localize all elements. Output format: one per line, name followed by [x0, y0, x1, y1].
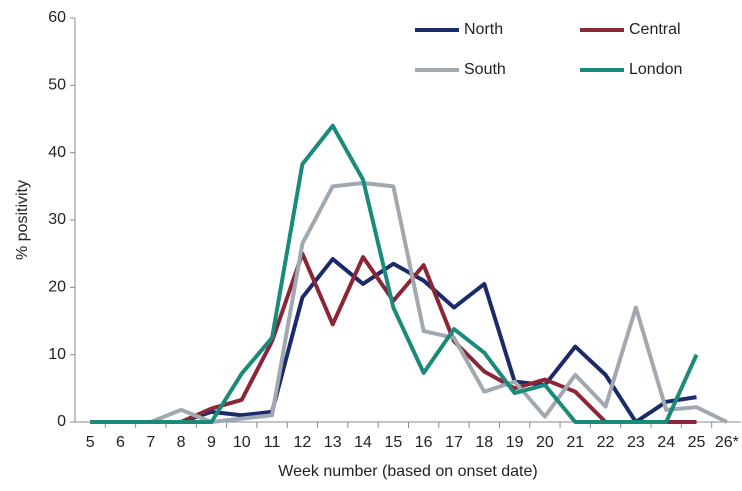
x-axis-label: Week number (based on onset date) — [278, 463, 537, 480]
x-tick-label: 18 — [475, 434, 493, 451]
x-tick-label: 9 — [207, 434, 216, 451]
x-tick-label: 20 — [536, 434, 554, 451]
y-tick-label: 50 — [48, 77, 66, 94]
legend-label: South — [464, 61, 506, 78]
y-tick-label: 40 — [48, 144, 66, 161]
x-tick-label: 16 — [415, 434, 433, 451]
series-line — [90, 123, 699, 424]
y-tick-label: 30 — [48, 211, 66, 228]
x-tick-label: 14 — [354, 434, 372, 451]
x-tick-label: 11 — [264, 434, 281, 451]
series-line — [90, 180, 728, 424]
x-tick-label: 25 — [688, 434, 706, 451]
y-tick-label: 0 — [57, 413, 66, 430]
legend-label: London — [629, 61, 682, 78]
x-tick-label: 15 — [384, 434, 402, 451]
y-tick-label: 60 — [48, 9, 66, 26]
series-line — [90, 251, 697, 424]
x-tick-label: 10 — [233, 434, 251, 451]
x-tick-label: 23 — [627, 434, 645, 451]
y-axis-label: % positivity — [14, 180, 31, 260]
x-tick-label: 5 — [86, 434, 95, 451]
x-tick-label: 12 — [293, 434, 311, 451]
legend-label: Central — [629, 21, 681, 38]
x-tick-label: 19 — [506, 434, 524, 451]
legend-label: North — [464, 21, 503, 38]
x-tick-label: 21 — [566, 434, 584, 451]
x-tick-label: 13 — [324, 434, 342, 451]
x-tick-label: 8 — [177, 434, 186, 451]
series-line — [90, 257, 697, 424]
y-tick-label: 20 — [48, 279, 66, 296]
y-tick-label: 10 — [48, 346, 66, 363]
x-tick-label: 24 — [657, 434, 675, 451]
x-tick-label: 6 — [116, 434, 125, 451]
x-tick-label: 22 — [597, 434, 615, 451]
x-tick-label: 26* — [715, 434, 739, 451]
x-tick-label: 17 — [445, 434, 463, 451]
x-tick-label: 7 — [146, 434, 155, 451]
